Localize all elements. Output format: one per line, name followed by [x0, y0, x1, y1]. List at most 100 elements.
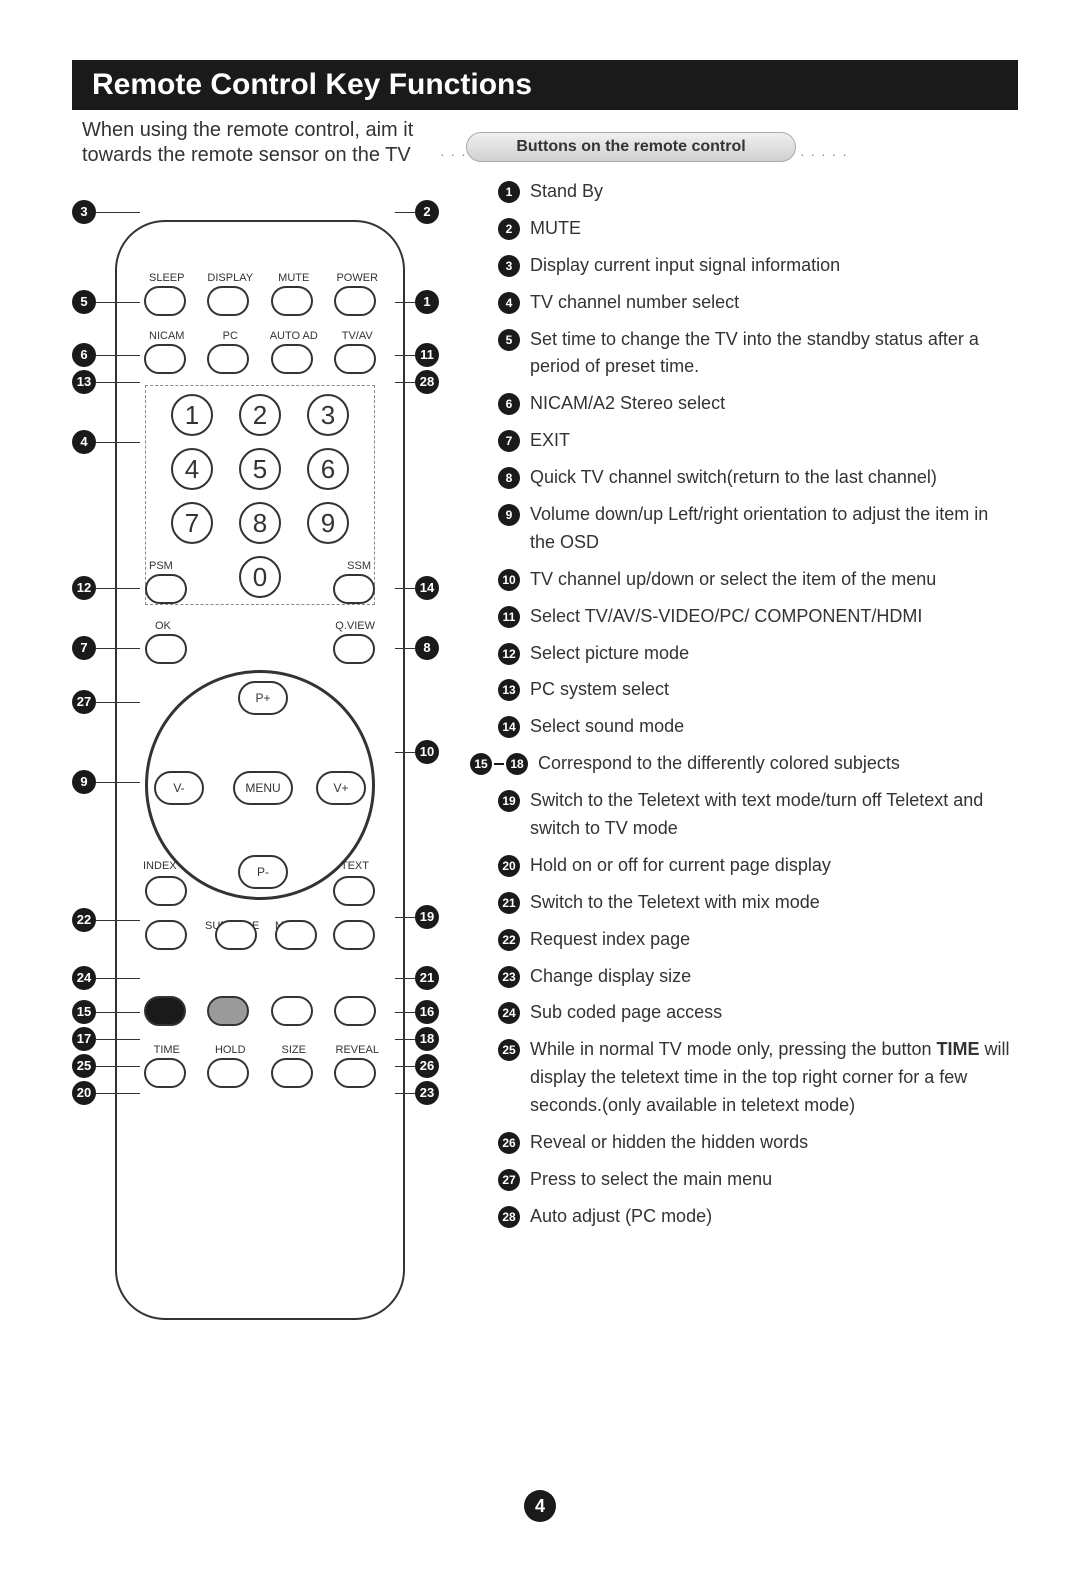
- color-button-row: [115, 996, 405, 1026]
- callout-badge: 22: [72, 908, 96, 932]
- numpad-button: 6: [307, 448, 349, 490]
- desc-text: Switch to the Teletext with mix mode: [530, 889, 1018, 917]
- text-button: [333, 876, 375, 906]
- desc-badge: 18: [506, 753, 528, 775]
- callout-line: [96, 588, 140, 589]
- nav-right: V+: [316, 771, 366, 805]
- description-item: 24Sub coded page access: [498, 999, 1018, 1027]
- callout-badge: 21: [415, 966, 439, 990]
- callout-badge: 20: [72, 1081, 96, 1105]
- desc-text: Request index page: [530, 926, 1018, 954]
- remote-button-label: AUTO AD: [264, 330, 324, 342]
- callout-badge: 7: [72, 636, 96, 660]
- desc-text: Switch to the Teletext with text mode/tu…: [530, 787, 1018, 843]
- remote-button: AUTO AD: [271, 344, 313, 374]
- callout-line: [395, 382, 415, 383]
- callout-line: [96, 1093, 140, 1094]
- callout-line: [395, 978, 415, 979]
- callout-line: [96, 978, 140, 979]
- desc-badge: 20: [498, 855, 520, 877]
- callout-badge: 8: [415, 636, 439, 660]
- button-row-bottom: TIMEHOLDSIZEREVEAL: [115, 1058, 405, 1088]
- desc-text: Volume down/up Left/right orientation to…: [530, 501, 1018, 557]
- desc-text: EXIT: [530, 427, 1018, 455]
- desc-badge: 8: [498, 467, 520, 489]
- desc-text: MUTE: [530, 215, 1018, 243]
- remote-button-label: TIME: [137, 1044, 197, 1056]
- desc-text: While in normal TV mode only, pressing t…: [530, 1036, 1018, 1120]
- callout-badge: 1: [415, 290, 439, 314]
- callout-badge: 18: [415, 1027, 439, 1051]
- callout-line: [96, 212, 140, 213]
- desc-badge: 22: [498, 929, 520, 951]
- desc-text: Press to select the main menu: [530, 1166, 1018, 1194]
- remote-button: MUTE: [271, 286, 313, 316]
- remote-button-label: PC: [200, 330, 260, 342]
- desc-badge: 12: [498, 643, 520, 665]
- desc-badge: 4: [498, 292, 520, 314]
- text-button-2: [333, 920, 375, 950]
- callout-line: [96, 920, 140, 921]
- desc-text: Sub coded page access: [530, 999, 1018, 1027]
- description-item: 21Switch to the Teletext with mix mode: [498, 889, 1018, 917]
- callout-line: [96, 782, 140, 783]
- remote-button-label: REVEAL: [327, 1044, 387, 1056]
- intro-text: When using the remote control, aim it to…: [82, 118, 462, 168]
- callout-line: [395, 588, 415, 589]
- remote-button: DISPLAY: [207, 286, 249, 316]
- description-item: 12Select picture mode: [498, 640, 1018, 668]
- description-item: 11Select TV/AV/S-VIDEO/PC/ COMPONENT/HDM…: [498, 603, 1018, 631]
- desc-badge: 10: [498, 569, 520, 591]
- callout-line: [395, 1012, 415, 1013]
- ok-label: OK: [155, 620, 171, 632]
- qview-button: [333, 634, 375, 664]
- description-item: 6NICAM/A2 Stereo select: [498, 390, 1018, 418]
- description-item: 10TV channel up/down or select the item …: [498, 566, 1018, 594]
- remote-button-label: POWER: [327, 272, 387, 284]
- callout-badge: 2: [415, 200, 439, 224]
- remote-button: POWER: [334, 286, 376, 316]
- description-item: 14Select sound mode: [498, 713, 1018, 741]
- description-item: 20 Hold on or off for current page displ…: [498, 852, 1018, 880]
- callout-line: [96, 382, 140, 383]
- callout-line: [395, 648, 415, 649]
- desc-badge: 28: [498, 1206, 520, 1228]
- description-item: 5Set time to change the TV into the stan…: [498, 326, 1018, 382]
- callout-badge: 6: [72, 343, 96, 367]
- remote-button: TIME: [144, 1058, 186, 1088]
- desc-text: Select sound mode: [530, 713, 1018, 741]
- callout-line: [395, 752, 415, 753]
- desc-badge: 13: [498, 679, 520, 701]
- remote-button-label: MUTE: [264, 272, 324, 284]
- description-list: 1Stand By2MUTE3Display current input sig…: [498, 178, 1018, 1240]
- callout-badge: 23: [415, 1081, 439, 1105]
- desc-badge: 25: [498, 1039, 520, 1061]
- remote-diagram: SLEEPDISPLAYMUTEPOWER NICAMPCAUTO ADTV/A…: [115, 220, 405, 1320]
- callout-badge: 24: [72, 966, 96, 990]
- remote-button-label: TV/AV: [327, 330, 387, 342]
- desc-badge: 11: [498, 606, 520, 628]
- callout-badge: 4: [72, 430, 96, 454]
- callout-badge: 28: [415, 370, 439, 394]
- callout-badge: 17: [72, 1027, 96, 1051]
- desc-text: NICAM/A2 Stereo select: [530, 390, 1018, 418]
- desc-text: Auto adjust (PC mode): [530, 1203, 1018, 1231]
- color-button: [144, 996, 186, 1026]
- ok-button: [145, 634, 187, 664]
- description-item: 13PC system select: [498, 676, 1018, 704]
- desc-text: Correspond to the differently colored su…: [538, 750, 1018, 778]
- nav-up: P+: [238, 681, 288, 715]
- desc-text: Change display size: [530, 963, 1018, 991]
- desc-text: Quick TV channel switch(return to the la…: [530, 464, 1018, 492]
- remote-button-label: NICAM: [137, 330, 197, 342]
- description-item: 19Switch to the Teletext with text mode/…: [498, 787, 1018, 843]
- callout-line: [96, 302, 140, 303]
- remote-button: SIZE: [271, 1058, 313, 1088]
- numpad-button: 1: [171, 394, 213, 436]
- callout-line: [96, 648, 140, 649]
- color-button: [334, 996, 376, 1026]
- index-label: INDEX: [143, 860, 177, 872]
- index-button: [145, 876, 187, 906]
- description-item: 26Reveal or hidden the hidden words: [498, 1129, 1018, 1157]
- callout-badge: 10: [415, 740, 439, 764]
